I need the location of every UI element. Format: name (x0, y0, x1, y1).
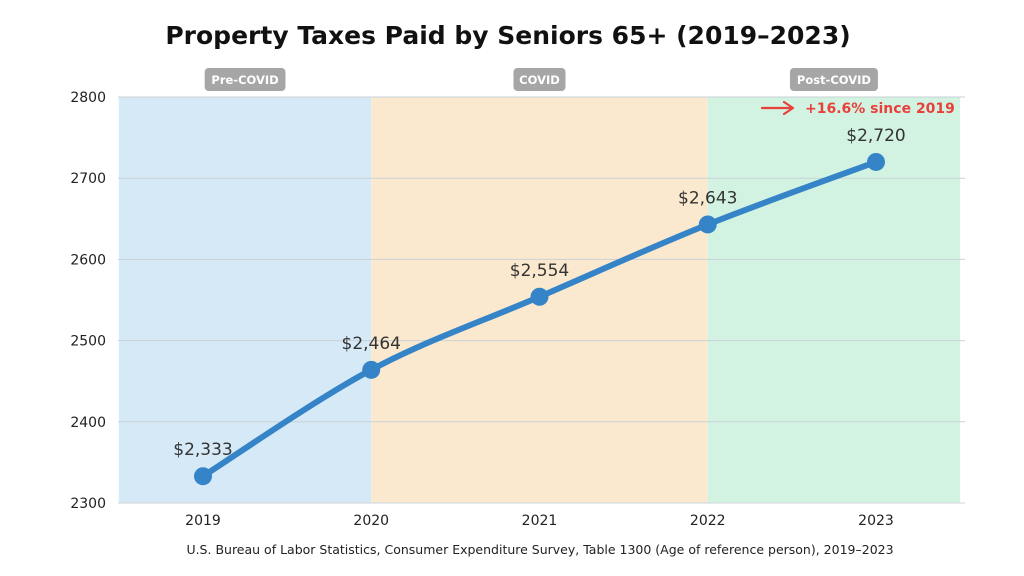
y-tick-label: 2700 (70, 171, 106, 187)
period-label: Pre-COVID (211, 73, 278, 87)
y-tick-label: 2300 (70, 496, 106, 512)
y-axis-ticks: 2300 2400 2500 2600 2700 2800 (70, 90, 106, 512)
period-labels: Pre-COVID COVID Post-COVID (204, 68, 878, 91)
period-label: Post-COVID (797, 73, 871, 87)
data-label: $2,333 (173, 440, 232, 460)
data-label: $2,720 (846, 126, 905, 146)
period-band (707, 97, 961, 503)
period-band (118, 97, 372, 503)
chart-title: Property Taxes Paid by Seniors 65+ (2019… (165, 21, 850, 50)
data-point (362, 360, 381, 379)
growth-annotation: +16.6% since 2019 (760, 100, 955, 117)
y-tick-label: 2600 (70, 252, 106, 268)
x-tick-label: 2019 (185, 513, 221, 529)
x-axis-ticks: 2019 2020 2021 2022 2023 (185, 513, 894, 529)
data-point (194, 467, 212, 486)
y-tick-label: 2500 (70, 334, 106, 350)
data-points (194, 152, 885, 486)
data-labels: $2,333 $2,464 $2,554 $2,643 $2,720 (173, 126, 905, 460)
data-label: $2,643 (678, 188, 737, 208)
data-label: $2,554 (510, 261, 569, 281)
data-label: $2,464 (342, 334, 401, 354)
growth-annotation-text: +16.6% since 2019 (805, 101, 955, 117)
source-note: U.S. Bureau of Labor Statistics, Consume… (186, 542, 893, 557)
arrow-icon (760, 100, 795, 116)
period-pill (204, 68, 286, 91)
data-point (867, 152, 885, 171)
y-tick-label: 2400 (70, 415, 106, 431)
data-point (698, 215, 717, 234)
period-pill (789, 68, 878, 91)
x-tick-label: 2020 (353, 513, 389, 529)
period-pill (513, 68, 566, 91)
period-label: COVID (519, 73, 560, 87)
x-tick-label: 2022 (690, 513, 726, 529)
x-tick-label: 2023 (858, 513, 894, 529)
data-point (530, 287, 549, 306)
y-tick-label: 2800 (70, 90, 106, 106)
x-tick-label: 2021 (522, 513, 558, 529)
